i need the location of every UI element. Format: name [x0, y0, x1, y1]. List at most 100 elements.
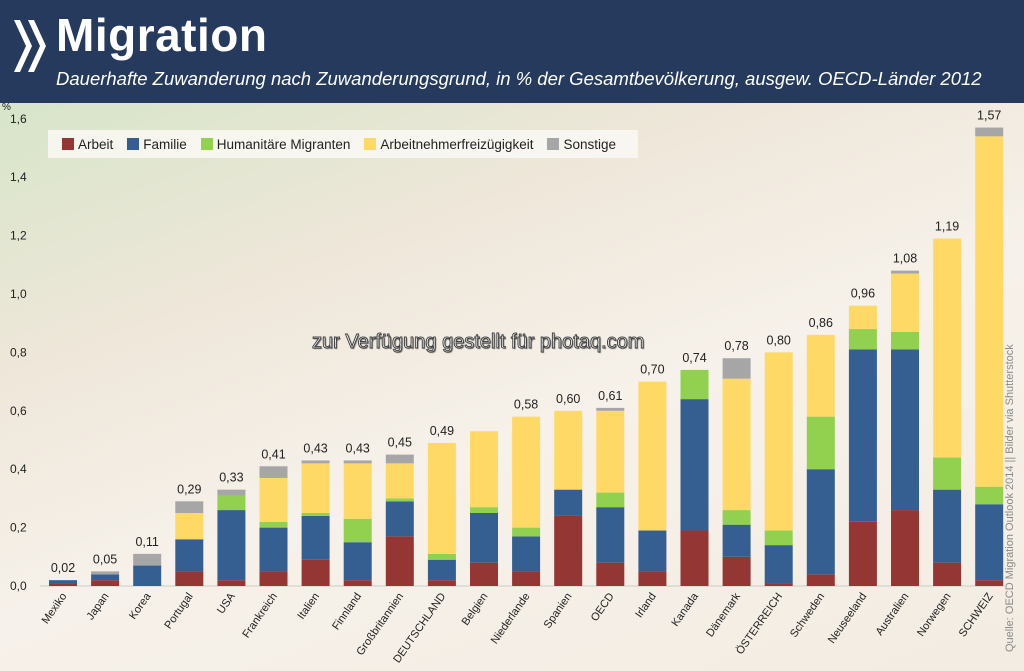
- category-label: USA: [215, 590, 238, 616]
- page-subtitle: Dauerhafte Zuwanderung nach Zuwanderungs…: [56, 68, 982, 89]
- category-label: Spanien: [542, 591, 575, 631]
- bar-segment-arbeit: [848, 521, 877, 586]
- bar-segment-humanit-re-migranten: [891, 331, 919, 350]
- bar-segment-familie: [891, 349, 919, 511]
- category-label: Belgien: [460, 591, 491, 628]
- legend-label: Arbeitnehmerfreizügigkeit: [380, 136, 534, 152]
- bar-segment-familie: [217, 510, 246, 581]
- bar-segment-sonstige: [217, 489, 246, 496]
- bar-segment-humanit-re-migranten: [848, 329, 877, 350]
- total-label: 0,86: [809, 316, 833, 330]
- bar-segment-arbeit: [933, 562, 962, 586]
- bar-segment-humanit-re-migranten: [933, 457, 962, 490]
- bar-segment-arbeit: [975, 580, 1004, 586]
- bar-segment-arbeitnehmerfreiz-gigkeit: [722, 378, 751, 511]
- bar-segment-arbeitnehmerfreiz-gigkeit: [638, 381, 667, 531]
- bar-segment-arbeitnehmerfreiz-gigkeit: [806, 334, 835, 417]
- bar-segment-sonstige: [175, 501, 204, 513]
- bar-segment-arbeitnehmerfreiz-gigkeit: [385, 463, 414, 499]
- total-label: 0,60: [556, 392, 580, 406]
- bar-segment-arbeitnehmerfreiz-gigkeit: [512, 416, 541, 528]
- page-title: Migration: [56, 9, 268, 61]
- bar-segment-familie: [343, 542, 372, 581]
- legend-label: Sonstige: [563, 136, 616, 152]
- y-tick-label: 1,0: [10, 287, 27, 301]
- total-label: 0,43: [303, 441, 327, 455]
- category-label: Irland: [633, 591, 659, 620]
- bar-segment-humanit-re-migranten: [343, 518, 372, 543]
- bar-segment-familie: [722, 524, 751, 557]
- bar-segment-arbeitnehmerfreiz-gigkeit: [848, 305, 877, 330]
- stacked-bar-chart: 0,0 0,2 0,4 0,6 0,8 1,0 1,2 1,4 1,6 0,02 Mexiko 0,0…: [10, 109, 1005, 665]
- y-tick-label: 0,4: [10, 462, 27, 476]
- bar-segment-familie: [512, 536, 541, 572]
- bar-segment-arbeit: [217, 580, 246, 586]
- category-label: Norwegen: [915, 591, 954, 639]
- bar-segment-arbeit: [427, 580, 456, 586]
- bar-segment-arbeitnehmerfreiz-gigkeit: [554, 410, 583, 490]
- category-label: OECD: [589, 591, 617, 624]
- bar-segment-familie: [427, 559, 456, 581]
- bar-segment-familie: [133, 565, 162, 586]
- legend-swatch: [364, 138, 377, 150]
- bar-segment-humanit-re-migranten: [427, 553, 456, 560]
- bar-segment-arbeitnehmerfreiz-gigkeit: [975, 136, 1004, 487]
- bar-segment-humanit-re-migranten: [301, 513, 330, 516]
- bar-segment-arbeit: [470, 562, 498, 586]
- legend-item: Arbeitnehmerfreizügigkeit: [364, 137, 533, 152]
- y-axis-unit: %: [2, 102, 11, 113]
- category-label: Italien: [295, 591, 322, 622]
- category-label: Frankreich: [240, 591, 280, 640]
- legend-item: Sonstige: [547, 137, 616, 152]
- category-label: SCHWEIZ: [957, 591, 996, 640]
- bar-segment-arbeit: [806, 574, 835, 586]
- category-label: ÖSTERREICH: [734, 591, 785, 657]
- total-label: 0,70: [640, 363, 664, 377]
- bar-segment-sonstige: [91, 571, 120, 575]
- total-label: 0,78: [724, 339, 748, 353]
- bar-segment-arbeitnehmerfreiz-gigkeit: [891, 273, 919, 332]
- y-tick-label: 0,6: [10, 404, 27, 418]
- bar-segment-arbeit: [343, 580, 372, 586]
- bar-segment-familie: [933, 489, 962, 563]
- bar-segment-sonstige: [343, 460, 372, 464]
- bar-segment-arbeitnehmerfreiz-gigkeit: [764, 352, 793, 531]
- bar-segment-humanit-re-migranten: [680, 369, 709, 400]
- bar-segment-sonstige: [722, 358, 751, 379]
- bar-segment-sonstige: [133, 553, 162, 566]
- bar-segment-sonstige: [259, 466, 288, 478]
- bar-segment-arbeit: [554, 515, 583, 586]
- legend-item: Humanitäre Migranten: [200, 136, 351, 152]
- bar-segment-arbeitnehmerfreiz-gigkeit: [343, 463, 372, 519]
- total-label: 0,41: [261, 447, 285, 461]
- bar-segment-arbeitnehmerfreiz-gigkeit: [933, 238, 962, 458]
- y-tick-label: 1,2: [10, 229, 27, 243]
- category-label: Finnland: [330, 591, 364, 632]
- bar-segment-familie: [470, 513, 498, 563]
- y-tick-label: 0,2: [10, 521, 27, 535]
- total-label: 0,33: [219, 471, 243, 485]
- legend-label: Humanitäre Migranten: [216, 136, 351, 152]
- bar-segment-familie: [301, 515, 330, 560]
- bar-segment-familie: [680, 399, 709, 531]
- bar-segment-arbeit: [91, 580, 120, 586]
- category-label: Kanada: [669, 590, 701, 629]
- legend-swatch: [547, 138, 560, 150]
- total-label: 0,96: [851, 287, 875, 301]
- bar-segment-arbeit: [764, 583, 793, 586]
- bar-segment-arbeitnehmerfreiz-gigkeit: [301, 463, 330, 513]
- bar-segment-arbeit: [259, 571, 288, 586]
- bar-segment-arbeitnehmerfreiz-gigkeit: [259, 477, 288, 522]
- watermark: zur Verfügung gestellt für photaq.com: [311, 331, 645, 354]
- category-label: Mexiko: [40, 591, 70, 626]
- bar-segment-humanit-re-migranten: [806, 416, 835, 470]
- bar-segment-arbeitnehmerfreiz-gigkeit: [470, 431, 498, 508]
- legend-swatch: [200, 138, 213, 150]
- bar-segment-arbeit: [512, 571, 541, 586]
- bar-segment-arbeit: [722, 556, 751, 586]
- bar-segment-familie: [259, 527, 288, 572]
- bar-segment-sonstige: [891, 270, 919, 274]
- legend-item: Familie: [127, 137, 187, 152]
- total-label: 1,57: [977, 109, 1001, 123]
- legend: Arbeit Familie Humanitäre Migranten Arbeitn…: [48, 130, 638, 158]
